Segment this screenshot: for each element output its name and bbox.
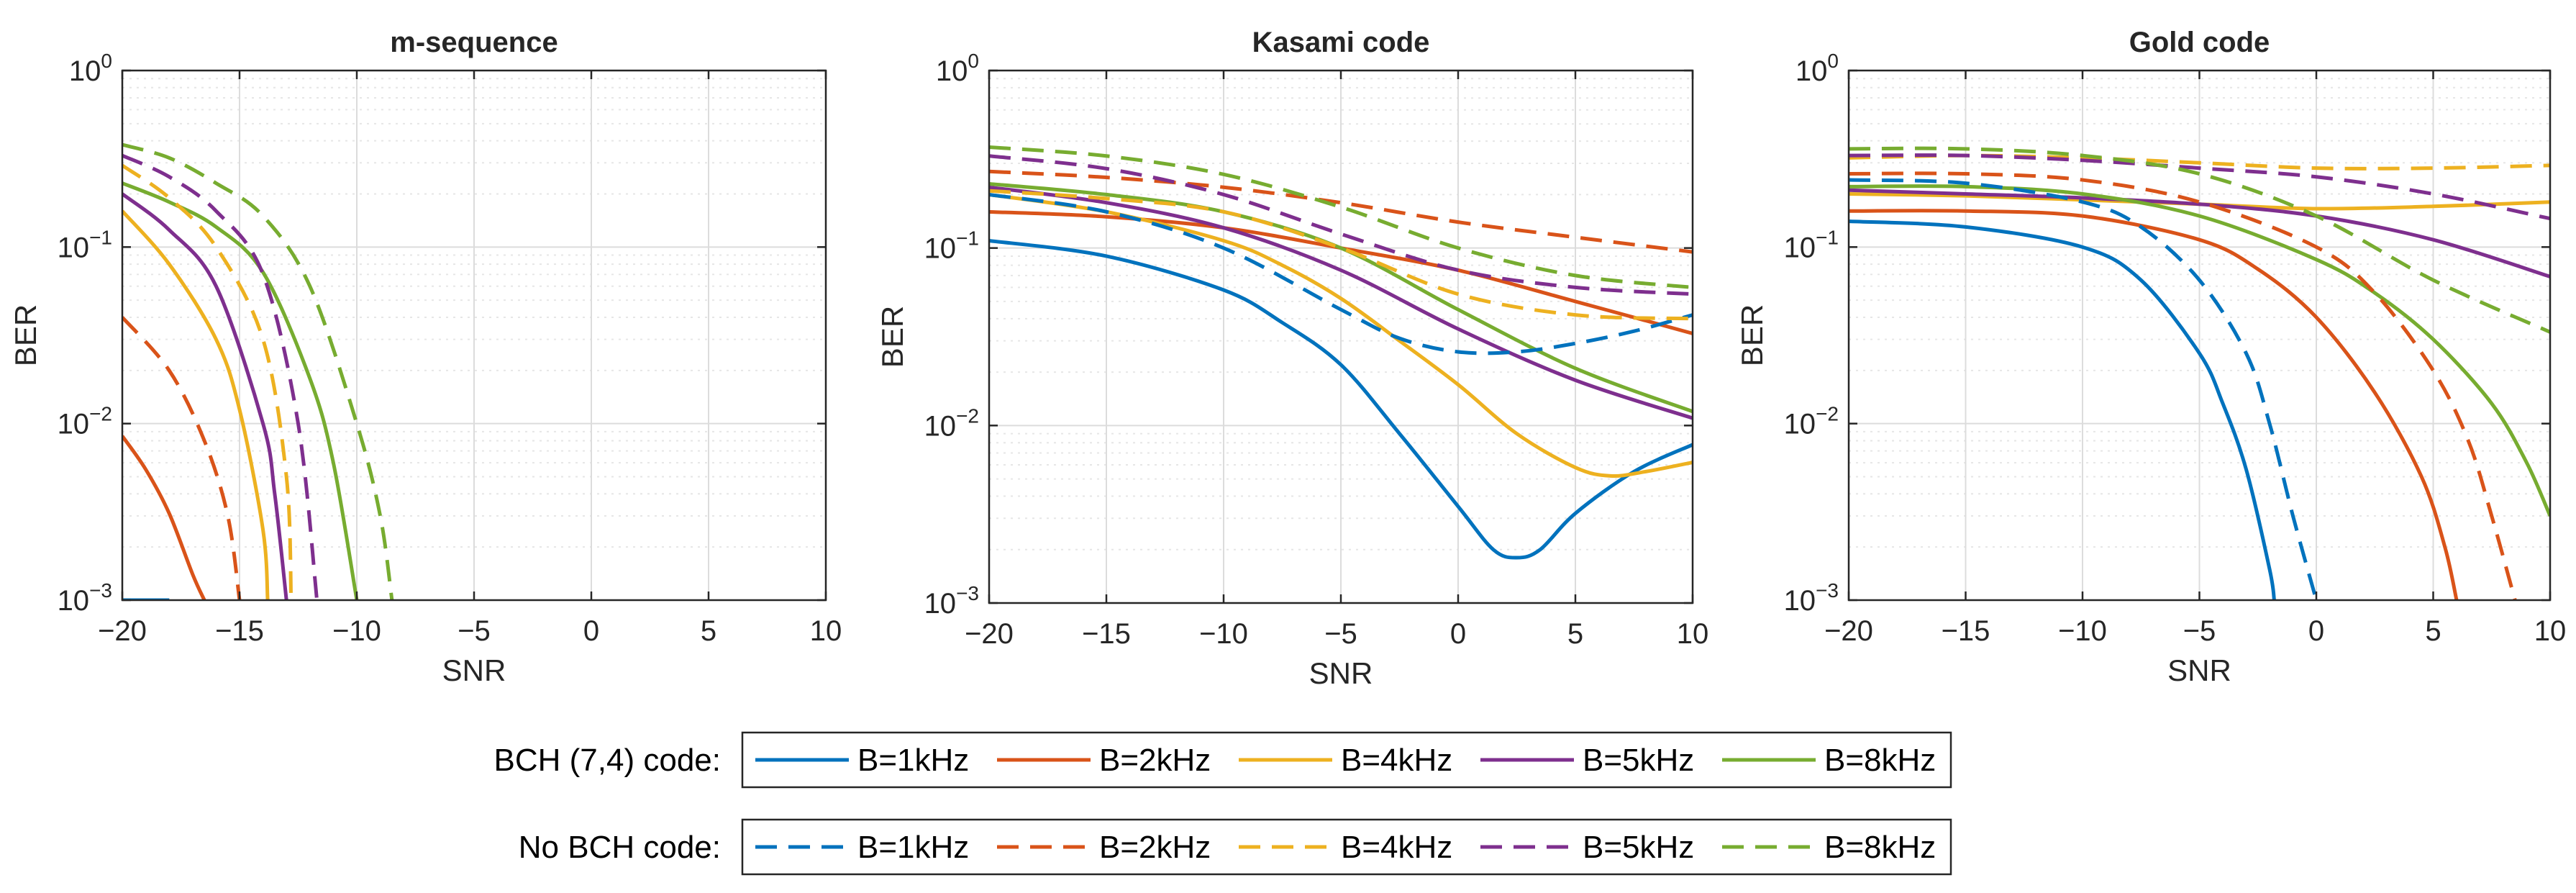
legend-entry-label: B=4kHz [1341, 743, 1452, 778]
m-sequence-series [122, 142, 394, 600]
x-tick-label: 0 [583, 615, 599, 647]
x-tick-label: 10 [810, 615, 842, 647]
series-line-b-4khz-no-bch [989, 189, 1693, 321]
series-line-b-8khz-no-bch [1849, 146, 2550, 334]
y-tick-label: 100 [936, 50, 979, 87]
y-tick-label: 10−2 [58, 403, 112, 440]
series-line-b-5khz-bch [989, 185, 1693, 420]
kasami-code-series [989, 145, 1693, 560]
m-sequence-title: m-sequence [390, 27, 557, 58]
series-line-b-5khz-no-bch [122, 153, 319, 600]
series-line-b-1khz-bch [1849, 219, 2276, 600]
x-tick-label: −15 [1942, 615, 1990, 647]
series-line-b-5khz-bch [122, 192, 288, 600]
series-line-b-5khz-bch [1849, 188, 2550, 278]
series-line-b-2khz-no-bch [1849, 171, 2517, 600]
x-tick-label: −10 [1199, 618, 1248, 650]
series-line-b-1khz-no-bch [989, 192, 1693, 355]
series-line-b-2khz-bch [122, 435, 206, 600]
kasami-code-grid [988, 70, 1693, 604]
x-tick-label: −15 [1082, 618, 1131, 650]
x-tick-label: 5 [2425, 615, 2441, 647]
gold-code-panel: −20 −15 −10 −5 0 5 10 10−3 10−2 10−1 100 Gold code S… [1735, 27, 2566, 687]
legend-entry-label: B=4kHz [1341, 830, 1452, 865]
x-tick-label: 10 [2534, 615, 2567, 647]
y-tick-label: 10−1 [58, 226, 112, 263]
series-line-b-8khz-no-bch [122, 142, 394, 600]
y-tick-label: 10−1 [924, 227, 979, 265]
x-tick-label: −20 [1824, 615, 1873, 647]
gold-code-title: Gold code [2129, 27, 2270, 58]
kasami-code-title: Kasami code [1252, 27, 1430, 58]
legend-row-label: BCH (7,4) code: [494, 743, 721, 778]
m-sequence-xlabel: SNR [442, 653, 506, 687]
series-line-b-4khz-bch [989, 192, 1693, 479]
y-tick-label: 10−2 [924, 404, 979, 442]
kasami-code-xlabel: SNR [1309, 656, 1373, 690]
x-tick-label: −5 [2183, 615, 2216, 647]
y-tick-label: 10−2 [1784, 403, 1839, 440]
legend-entry-label: B=5kHz [1583, 830, 1694, 865]
gold-code-series [1849, 146, 2550, 600]
series-line-b-2khz-bch [1849, 209, 2459, 600]
series-line-b-8khz-bch [989, 181, 1693, 414]
kasami-code-ylabel: BER [875, 306, 909, 368]
gold-code-ylabel: BER [1735, 304, 1769, 366]
x-tick-label: −20 [965, 618, 1014, 650]
legend-entry-label: B=1kHz [857, 743, 969, 778]
series-line-b-5khz-no-bch [989, 154, 1693, 296]
legend-entry-label: B=2kHz [1099, 830, 1211, 865]
x-tick-label: 5 [701, 615, 716, 647]
x-tick-label: 0 [1450, 618, 1466, 650]
x-tick-label: −10 [332, 615, 381, 647]
series-line-b-2khz-no-bch [122, 316, 242, 600]
series-line-b-4khz-bch [122, 209, 270, 600]
y-tick-label: 100 [69, 50, 112, 87]
x-tick-label: 5 [1567, 618, 1583, 650]
y-tick-label: 10−3 [58, 579, 112, 617]
legend-entry-label: B=8kHz [1824, 743, 1936, 778]
x-tick-label: −5 [458, 615, 491, 647]
series-line-b-5khz-no-bch [1849, 153, 2550, 221]
y-tick-label: 10−3 [924, 582, 979, 620]
y-tick-label: 100 [1796, 50, 1839, 87]
y-tick-label: 10−1 [1784, 226, 1839, 263]
series-line-b-4khz-no-bch [122, 163, 293, 600]
legend-row-bch-7-4-code: BCH (7,4) code: B=1kHz B=2kHz B=4kHz B=5kHz B… [494, 731, 1952, 789]
m-sequence-ylabel: BER [9, 304, 42, 366]
x-tick-label: −5 [1324, 618, 1357, 650]
gold-code-xlabel: SNR [2167, 653, 2231, 687]
legend: BCH (7,4) code: B=1kHz B=2kHz B=4kHz B=5kHz B… [494, 731, 1952, 876]
kasami-code-panel: −20 −15 −10 −5 0 5 10 10−3 10−2 10−1 100 Kasami cod… [875, 27, 1708, 690]
series-line-b-8khz-bch [1849, 184, 2550, 517]
m-sequence-panel: −20 −15 −10 −5 0 5 10 10−3 10−2 10−1 100 m-sequence… [9, 27, 842, 687]
legend-entry-label: B=2kHz [1099, 743, 1211, 778]
legend-entry-label: B=5kHz [1583, 743, 1694, 778]
legend-entry-label: B=1kHz [857, 830, 969, 865]
gold-code-grid [1848, 70, 2551, 601]
series-line-b-1khz-no-bch [1849, 178, 2318, 600]
series-line-b-2khz-no-bch [989, 169, 1693, 254]
x-tick-label: −15 [215, 615, 264, 647]
legend-row-label: No BCH code: [519, 830, 721, 865]
legend-box [741, 818, 1952, 876]
x-tick-label: 0 [2308, 615, 2324, 647]
x-tick-label: 10 [1677, 618, 1709, 650]
legend-row-no-bch-code: No BCH code: B=1kHz B=2kHz B=4kHz B=5kHz B=8k… [519, 818, 1952, 876]
legend-entry-label: B=8kHz [1824, 830, 1936, 865]
x-tick-label: −10 [2058, 615, 2107, 647]
series-line-b-1khz-bch [989, 238, 1693, 560]
x-tick-label: −20 [98, 615, 147, 647]
series-line-b-8khz-no-bch [989, 145, 1693, 289]
y-tick-label: 10−3 [1784, 579, 1839, 617]
